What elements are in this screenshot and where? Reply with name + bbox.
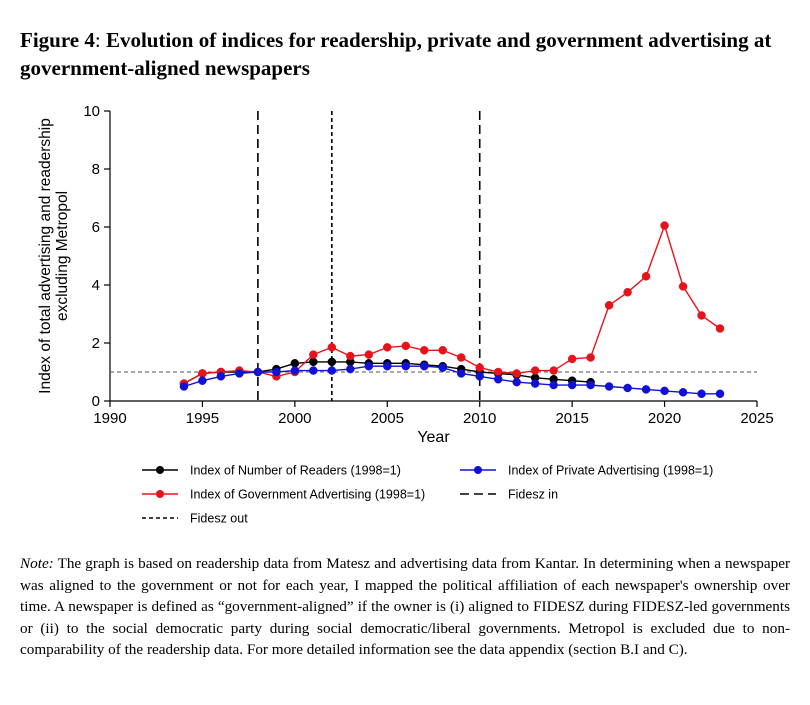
data-point	[179, 382, 189, 391]
data-point	[438, 346, 447, 355]
data-point	[198, 376, 207, 385]
data-point	[383, 343, 392, 352]
y-tick-label: 10	[83, 103, 100, 120]
legend-label: Fidesz out	[190, 512, 248, 526]
x-tick-label: 2015	[555, 410, 588, 427]
data-point	[364, 361, 374, 371]
figure-note: Note: The graph is based on readership d…	[20, 553, 790, 661]
data-point	[660, 221, 669, 230]
data-point	[697, 389, 706, 398]
data-point	[567, 354, 577, 364]
data-point	[253, 367, 263, 377]
data-point	[346, 351, 355, 361]
y-tick-label: 2	[92, 335, 100, 352]
data-point	[235, 369, 244, 378]
data-point	[660, 386, 669, 396]
data-point	[586, 380, 595, 390]
y-tick-label: 4	[92, 277, 100, 294]
data-point	[420, 346, 429, 355]
data-point	[549, 366, 558, 375]
data-point	[346, 364, 355, 374]
data-point	[530, 379, 540, 388]
x-tick-label: 1995	[186, 410, 219, 427]
data-point	[327, 343, 337, 352]
data-point	[383, 361, 392, 371]
data-point	[678, 282, 688, 291]
data-point	[586, 353, 595, 362]
data-point	[604, 301, 614, 310]
data-point	[493, 367, 503, 377]
data-point	[623, 383, 632, 393]
data-point	[623, 288, 632, 297]
data-point	[641, 272, 651, 281]
data-point	[678, 388, 688, 397]
x-tick-label: 2010	[463, 410, 496, 427]
data-point	[715, 389, 725, 398]
y-axis-label: Index of total advertising and readershi…	[37, 118, 71, 394]
legend-marker	[156, 466, 164, 474]
figure-separator: :	[94, 28, 101, 52]
x-axis-label: Year	[417, 429, 450, 446]
legend-label: Index of Number of Readers (1998=1)	[190, 464, 401, 478]
data-point	[420, 361, 429, 371]
data-point	[456, 369, 466, 378]
data-point	[475, 372, 484, 381]
data-point	[309, 350, 318, 359]
data-point	[327, 366, 337, 375]
data-point	[216, 372, 226, 381]
note-text: The graph is based on readership data fr…	[20, 555, 791, 659]
data-point	[364, 350, 374, 359]
series-line-1	[183, 223, 721, 385]
legend-label: Index of Private Advertising (1998=1)	[508, 464, 713, 478]
data-point	[512, 369, 521, 378]
line-chart: 0 2 4 6 8 10 1990 1995 2000 2005 2010 2015 2020 2025 Y…	[37, 103, 774, 526]
data-point	[697, 311, 706, 320]
data-point	[327, 357, 337, 367]
x-tick-label: 2005	[371, 410, 404, 427]
data-point	[530, 366, 540, 375]
note-label: Note:	[20, 555, 54, 572]
data-point	[456, 353, 466, 362]
x-tick-label: 2025	[740, 410, 773, 427]
figure-title-text: Evolution of indices for readership, pri…	[20, 28, 772, 80]
data-point	[567, 380, 577, 390]
y-axis-label-line: excluding Metropol	[54, 191, 71, 321]
data-point	[309, 366, 318, 375]
data-point	[401, 361, 411, 371]
figure-label: Figure 4	[20, 28, 95, 52]
y-tick-label: 8	[92, 161, 100, 178]
legend-marker	[156, 490, 164, 498]
x-tick-label: 2000	[278, 410, 311, 427]
data-point	[290, 359, 300, 368]
data-point	[641, 385, 651, 394]
data-point	[272, 367, 281, 377]
data-point	[475, 363, 484, 372]
data-point	[549, 380, 558, 390]
data-point	[401, 341, 411, 351]
x-tick-label: 1990	[93, 410, 126, 427]
legend-label: Fidesz in	[508, 488, 558, 502]
x-tick-label: 2020	[648, 410, 681, 427]
data-point	[198, 369, 207, 378]
chart-legend: Index of Number of Readers (1998=1) Index…	[142, 464, 713, 526]
legend-marker	[474, 466, 482, 474]
y-tick-label: 0	[92, 393, 100, 410]
y-axis-label-line: Index of total advertising and readershi…	[37, 118, 54, 394]
plot-area: 0 2 4 6 8 10 1990 1995 2000 2005 2010 2015 2020 2025 Y…	[37, 103, 774, 446]
data-point	[493, 375, 503, 384]
legend-label: Index of Government Advertising (1998=1)	[190, 488, 425, 502]
data-point	[512, 377, 521, 387]
figure-title: Figure 4: Evolution of indices for reade…	[20, 26, 790, 82]
y-tick-label: 6	[92, 219, 100, 236]
data-point	[309, 357, 318, 367]
data-point	[438, 363, 447, 372]
data-point	[290, 366, 300, 375]
data-point	[715, 324, 725, 333]
data-point	[604, 382, 614, 391]
